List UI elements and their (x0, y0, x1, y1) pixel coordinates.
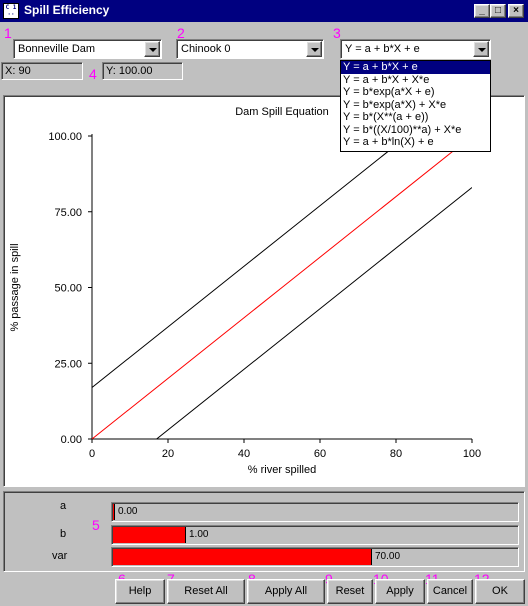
maximize-button[interactable]: □ (490, 4, 506, 18)
x-tick-label: 80 (390, 448, 402, 460)
equation-option[interactable]: Y = b*exp(a*X) + X*e (343, 98, 447, 111)
slider-fill[interactable] (113, 504, 115, 520)
slider-value: 1.00 (189, 529, 209, 540)
x-tick-label: 100 (463, 448, 481, 460)
slider-a[interactable]: 0.00 (111, 502, 519, 522)
close-button[interactable]: × (508, 4, 524, 18)
slider-label: var (52, 550, 68, 562)
series-line-2 (156, 187, 472, 439)
chart-panel: Dam Spill Equation 0 20 40 60 80 100 0.00 25.00 5… (3, 95, 525, 487)
y-tick-label: 100.00 (48, 131, 82, 143)
x-tick-label: 40 (238, 448, 250, 460)
species-select[interactable]: Chinook 0 (176, 39, 324, 59)
y-tick-label: 25.00 (54, 358, 82, 370)
parameter-sliders-panel: a 0.00 b 1.00 var 70.00 (3, 491, 525, 572)
y-tick-label: 50.00 (54, 283, 82, 295)
window-title: Spill Efficiency (24, 3, 110, 17)
chevron-down-icon[interactable] (144, 41, 160, 57)
x-tick-label: 60 (314, 448, 326, 460)
y-readout: Y: 100.00 (102, 62, 183, 80)
species-select-value: Chinook 0 (181, 43, 231, 55)
chart-title: Dam Spill Equation (235, 106, 329, 118)
x-readout-text: X: 90 (5, 65, 31, 77)
equation-option[interactable]: Y = a + b*X + X*e (343, 73, 430, 86)
equation-option[interactable]: Y = a + b*ln(X) + e (343, 136, 434, 148)
series-line-1 (92, 136, 472, 439)
equation-select[interactable]: Y = a + b*X + e (340, 39, 491, 59)
x-axis-label: % river spilled (248, 464, 316, 476)
slider-b[interactable]: 1.00 (111, 525, 519, 545)
chevron-down-icon[interactable] (473, 41, 489, 57)
equation-option[interactable]: Y = a + b*X + e (341, 61, 490, 74)
y-tick-label: 0.00 (61, 434, 82, 446)
slider-label: a (60, 500, 67, 512)
chevron-down-icon[interactable] (306, 41, 322, 57)
ok-button[interactable]: OK (475, 579, 525, 604)
x-tick-label: 0 (89, 448, 95, 460)
x-readout: X: 90 (1, 62, 83, 80)
equation-option[interactable]: Y = b*exp(a*X + e) (343, 86, 435, 98)
y-readout-text: Y: 100.00 (106, 65, 153, 77)
slider-var[interactable]: 70.00 (111, 547, 519, 567)
x-tick-label: 20 (162, 448, 174, 460)
help-button[interactable]: Help (115, 579, 165, 604)
slider-value: 0.00 (118, 506, 138, 517)
marker-1: 1 (4, 25, 12, 41)
y-tick-label: 75.00 (54, 207, 82, 219)
marker-4: 4 (89, 66, 97, 82)
cancel-button[interactable]: Cancel (427, 579, 473, 604)
marker-2: 2 (177, 25, 185, 41)
series-line-0 (92, 136, 409, 388)
equation-select-value: Y = a + b*X + e (345, 43, 420, 55)
y-axis-label: % passage in spill (9, 243, 21, 331)
slider-fill[interactable] (113, 549, 372, 565)
slider-value: 70.00 (375, 551, 401, 562)
equation-option[interactable]: Y = b*(X**(a + e)) (343, 111, 429, 123)
marker-5: 5 (92, 517, 100, 533)
equation-option[interactable]: Y = b*((X/100)**a) + X*e (343, 123, 462, 136)
dam-select-value: Bonneville Dam (18, 43, 96, 55)
reset-button[interactable]: Reset (327, 579, 373, 604)
title-bar: C 1 ·· Spill Efficiency _ □ × (0, 0, 528, 22)
slider-fill[interactable] (113, 527, 186, 543)
dam-select[interactable]: Bonneville Dam (13, 39, 162, 59)
dam-spill-chart: Dam Spill Equation 0 20 40 60 80 100 0.00 25.00 5… (9, 106, 481, 476)
apply-all-button[interactable]: Apply All (247, 579, 325, 604)
minimize-button[interactable]: _ (474, 4, 490, 18)
slider-label: b (60, 528, 67, 540)
app-icon: C 1 ·· (3, 3, 19, 19)
reset-all-button[interactable]: Reset All (167, 579, 245, 604)
apply-button[interactable]: Apply (375, 579, 425, 604)
marker-3: 3 (333, 25, 341, 41)
